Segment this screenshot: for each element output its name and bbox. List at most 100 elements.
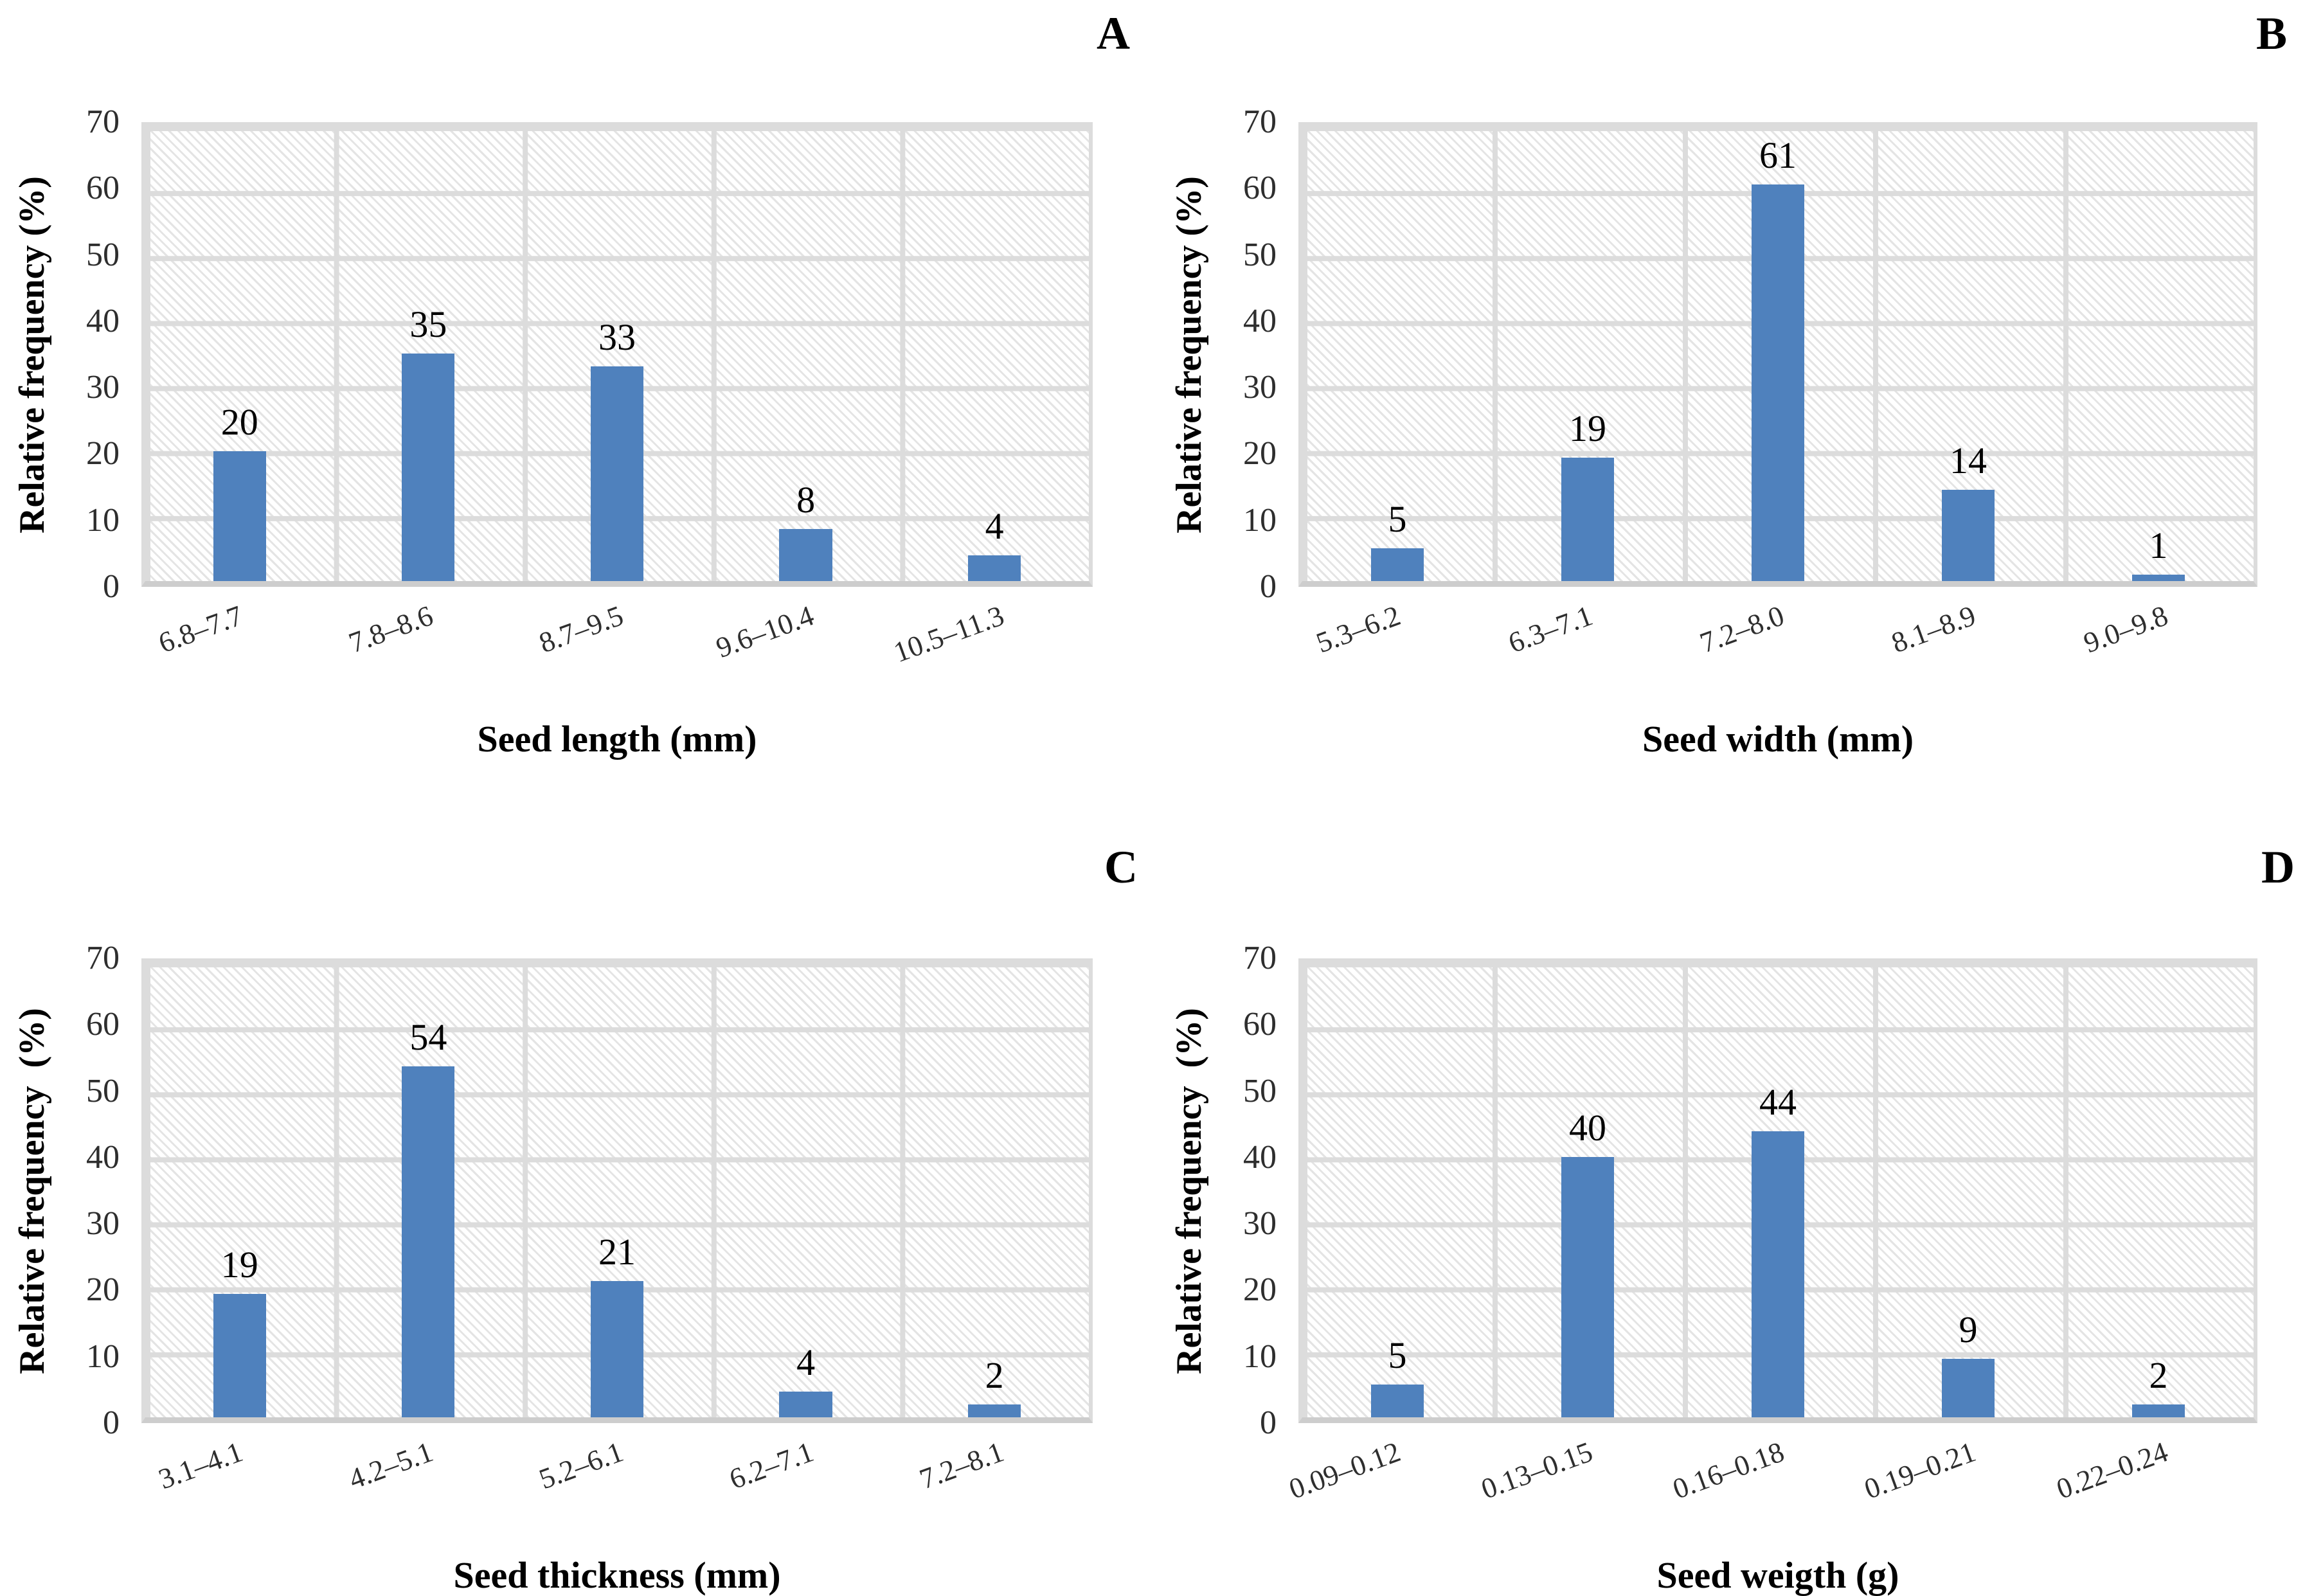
panel-d-letter: D xyxy=(2261,841,2295,893)
x-tick-label: 5.3–6.2 xyxy=(1312,599,1405,659)
category-slot: 61 xyxy=(1683,126,1873,581)
y-axis-title: Relative frequency (%) xyxy=(12,1007,52,1374)
bar-value-label: 54 xyxy=(409,1016,447,1058)
bar-value-label: 5 xyxy=(1388,1334,1407,1377)
bar xyxy=(968,555,1021,581)
bar xyxy=(968,1404,1021,1417)
y-tick-label: 60 xyxy=(86,1006,120,1043)
y-tick-label: 30 xyxy=(86,369,120,406)
y-tick-label: 30 xyxy=(1243,1205,1277,1242)
x-tick-label: 7.8–8.6 xyxy=(345,599,438,659)
bar xyxy=(1941,1358,1995,1417)
x-axis-title: Seed weigth (g) xyxy=(1656,1554,1899,1596)
y-axis-ticks: 70 60 50 40 30 20 10 0 xyxy=(1221,105,1298,604)
category-slot: 21 xyxy=(523,962,712,1417)
y-tick-label: 50 xyxy=(1243,1072,1277,1109)
y-tick-label: 60 xyxy=(1243,1006,1277,1043)
x-tick-label: 9.0–9.8 xyxy=(2079,599,2172,659)
panel-c: C Relative frequency (%) 70 60 50 40 30 … xyxy=(0,798,1157,1596)
bar-value-label: 20 xyxy=(220,400,258,443)
panel-a-letter: A xyxy=(1097,8,1130,59)
y-tick-label: 40 xyxy=(86,1138,120,1176)
y-tick-label: 60 xyxy=(86,170,120,207)
panel-b-letter: B xyxy=(2256,8,2287,59)
plot-area: 20 35 33 8 4 xyxy=(141,122,1093,587)
bar-value-label: 2 xyxy=(2149,1354,2168,1396)
panel-c-letter: C xyxy=(1104,841,1138,893)
panel-b-y-title-column: Relative frequency (%) xyxy=(1157,122,1221,587)
bar xyxy=(779,529,832,581)
x-axis-ticks: 5.3–6.2 6.3–7.1 7.2–8.0 8.1–8.9 9.0–9.8 xyxy=(1298,587,2257,719)
category-slot: 33 xyxy=(523,126,712,581)
panel-d-y-title-column: Relative frequency (%) xyxy=(1157,958,1221,1423)
x-tick-label: 0.22–0.24 xyxy=(2052,1435,2172,1505)
y-tick-label: 10 xyxy=(1243,1338,1277,1375)
bar-value-label: 4 xyxy=(796,1341,816,1383)
y-tick-label: 50 xyxy=(86,236,120,273)
bar-value-label: 8 xyxy=(796,479,816,521)
plot-area: 5 19 61 14 1 xyxy=(1298,122,2257,587)
x-axis-title: Seed width (mm) xyxy=(1642,718,1914,760)
bar xyxy=(402,354,455,581)
x-tick-label: 6.2–7.1 xyxy=(725,1435,818,1496)
x-tick-label: 3.1–4.1 xyxy=(154,1435,247,1496)
bar xyxy=(402,1066,455,1417)
plot-area: 19 54 21 4 2 xyxy=(141,958,1093,1423)
bar xyxy=(590,1280,644,1417)
bar-value-label: 19 xyxy=(220,1243,258,1286)
panel-b: B Relative frequency (%) 70 60 50 40 30 … xyxy=(1157,0,2314,798)
category-slot: 1 xyxy=(2063,126,2254,581)
y-tick-label: 10 xyxy=(86,1338,120,1375)
x-tick-label: 5.2–6.1 xyxy=(535,1435,628,1496)
bar xyxy=(213,451,266,581)
y-tick-label: 10 xyxy=(1243,501,1277,539)
category-slot: 5 xyxy=(1302,126,1493,581)
x-tick-label: 7.2–8.1 xyxy=(915,1435,1009,1496)
bar-value-label: 19 xyxy=(1569,407,1606,449)
x-axis-ticks: 6.8–7.7 7.8–8.6 8.7–9.5 9.6–10.4 10.5–11… xyxy=(141,587,1093,719)
y-axis-ticks: 70 60 50 40 30 20 10 0 xyxy=(64,942,141,1440)
bar xyxy=(1370,548,1424,581)
bar xyxy=(590,366,644,581)
x-tick-label: 6.8–7.7 xyxy=(154,599,247,659)
y-tick-label: 30 xyxy=(1243,369,1277,406)
y-tick-label: 40 xyxy=(86,302,120,339)
x-tick-label: 8.7–9.5 xyxy=(535,599,628,659)
bar xyxy=(779,1391,832,1417)
bar-value-label: 44 xyxy=(1759,1080,1797,1123)
category-slot: 2 xyxy=(2063,962,2254,1417)
category-slot: 9 xyxy=(1873,962,2063,1417)
bar-value-label: 14 xyxy=(1950,440,1987,482)
category-slot: 35 xyxy=(334,126,523,581)
category-slot: 2 xyxy=(900,962,1089,1417)
category-slot: 20 xyxy=(145,126,334,581)
x-tick-label: 0.13–0.15 xyxy=(1476,1435,1597,1505)
panel-c-y-title-column: Relative frequency (%) xyxy=(0,958,64,1423)
y-tick-label: 50 xyxy=(1243,236,1277,273)
y-tick-label: 0 xyxy=(103,1404,120,1441)
category-slot: 44 xyxy=(1683,962,1873,1417)
bar-value-label: 1 xyxy=(2149,524,2168,566)
y-tick-label: 0 xyxy=(103,568,120,605)
y-tick-label: 20 xyxy=(86,1271,120,1309)
bar xyxy=(213,1293,266,1417)
bar-value-label: 33 xyxy=(598,316,636,359)
bar-value-label: 4 xyxy=(985,505,1004,547)
y-axis-ticks: 70 60 50 40 30 20 10 0 xyxy=(1221,942,1298,1440)
y-tick-label: 10 xyxy=(86,501,120,539)
x-axis-ticks: 0.09–0.12 0.13–0.15 0.16–0.18 0.19–0.21 … xyxy=(1285,1423,2257,1555)
y-tick-label: 0 xyxy=(1260,1404,1277,1441)
bar-value-label: 35 xyxy=(409,303,447,345)
y-tick-label: 40 xyxy=(1243,1138,1277,1176)
plot-area: 5 40 44 9 2 xyxy=(1298,958,2257,1423)
category-slot: 19 xyxy=(1493,126,1683,581)
x-tick-label: 4.2–5.1 xyxy=(345,1435,438,1496)
y-tick-label: 70 xyxy=(86,103,120,140)
bar-value-label: 2 xyxy=(985,1354,1004,1396)
category-slot: 14 xyxy=(1873,126,2063,581)
bar-value-label: 21 xyxy=(598,1230,636,1273)
bar xyxy=(1561,457,1615,581)
x-tick-label: 6.3–7.1 xyxy=(1503,599,1597,659)
panel-c-chart: Relative frequency (%) 70 60 50 40 30 20… xyxy=(0,942,1093,1440)
category-slot: 5 xyxy=(1302,962,1493,1417)
